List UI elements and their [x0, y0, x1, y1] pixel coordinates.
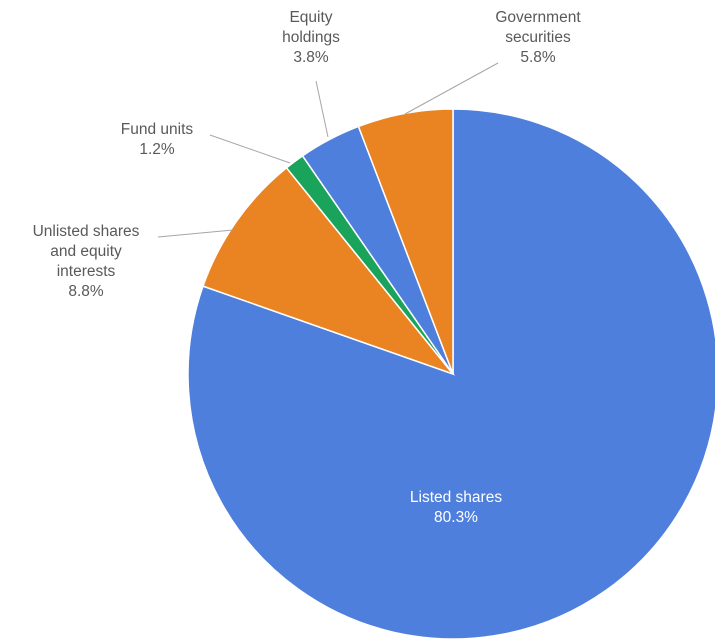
slice-name-label: holdings [282, 29, 340, 46]
slice-name-label: securities [505, 29, 571, 46]
slice-value-label: 5.8% [520, 49, 556, 66]
slice-name-label: interests [57, 263, 116, 280]
pie-slice-4 [357, 108, 454, 375]
slice-name-label: Listed shares [410, 489, 502, 506]
slice-name-label: Equity [289, 9, 332, 26]
leader-line-4 [404, 62, 499, 115]
slice-name-label: Government [495, 9, 581, 26]
slice-value-label: 1.2% [139, 141, 175, 158]
slice-value-label: 80.3% [434, 509, 478, 526]
slice-label-2: Fund units 1.2% [121, 121, 194, 158]
slice-name-label: Unlisted shares [33, 223, 140, 240]
pie-slice-1 [202, 166, 456, 376]
slice-label-3: Equity holdings 3.8% [282, 9, 340, 66]
pie-slices [187, 108, 715, 640]
leader-line-2 [209, 134, 291, 164]
slice-name-label: and equity [50, 243, 122, 260]
slice-name-label: Fund units [121, 121, 194, 138]
leader-line-1 [157, 229, 234, 238]
slice-label-1: Unlisted shares and equity interests 8.8% [33, 223, 140, 300]
slice-value-label: 8.8% [68, 283, 104, 300]
slice-value-label: 3.8% [293, 49, 329, 66]
slice-label-0: Listed shares 80.3% [410, 489, 502, 526]
leader-lines [157, 62, 499, 238]
leader-line-3 [315, 80, 329, 138]
slice-labels: Listed shares 80.3% Unlisted shares and equ… [33, 9, 582, 526]
slice-label-4: Government securities 5.8% [495, 9, 581, 66]
